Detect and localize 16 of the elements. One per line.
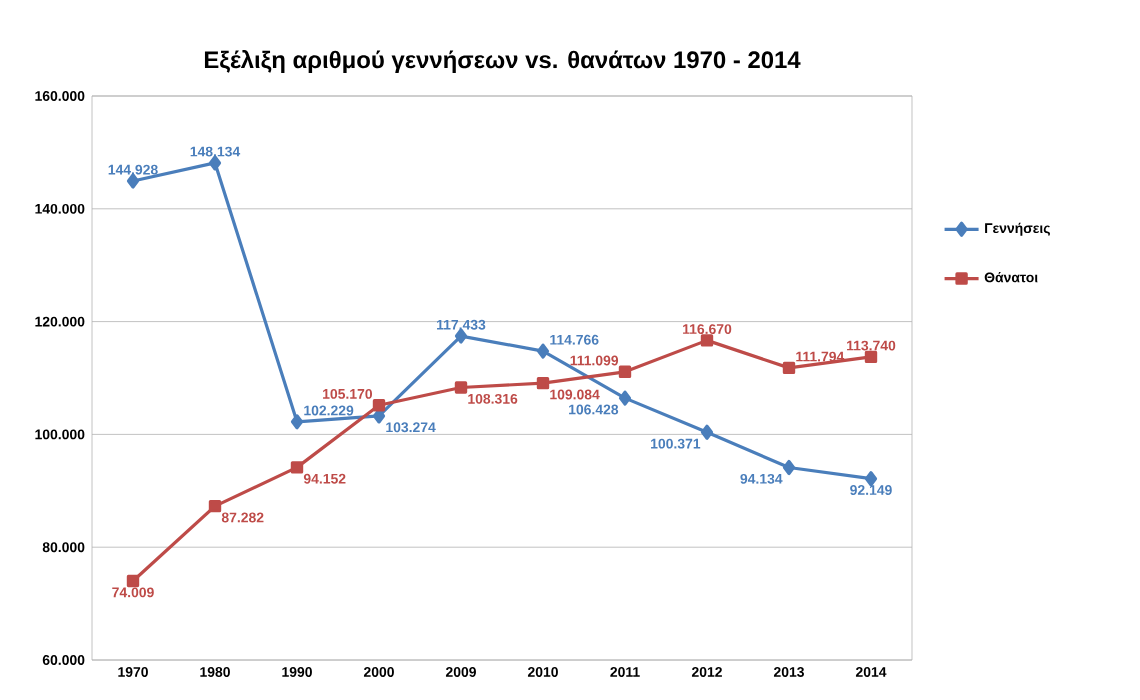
point <box>372 399 386 412</box>
point <box>864 350 878 364</box>
point <box>536 343 550 359</box>
point <box>618 365 632 378</box>
point <box>700 424 714 440</box>
point <box>208 499 222 513</box>
point <box>618 390 632 406</box>
point <box>126 574 140 588</box>
chart-title: Εξέλιξη αριθμού γεννήσεων vs. θανάτων 1970 - 2014 <box>204 50 801 74</box>
point <box>290 461 304 474</box>
point <box>782 361 796 375</box>
point <box>290 414 304 430</box>
point <box>782 459 796 476</box>
point <box>700 334 714 347</box>
point <box>536 376 550 390</box>
point <box>454 381 468 394</box>
